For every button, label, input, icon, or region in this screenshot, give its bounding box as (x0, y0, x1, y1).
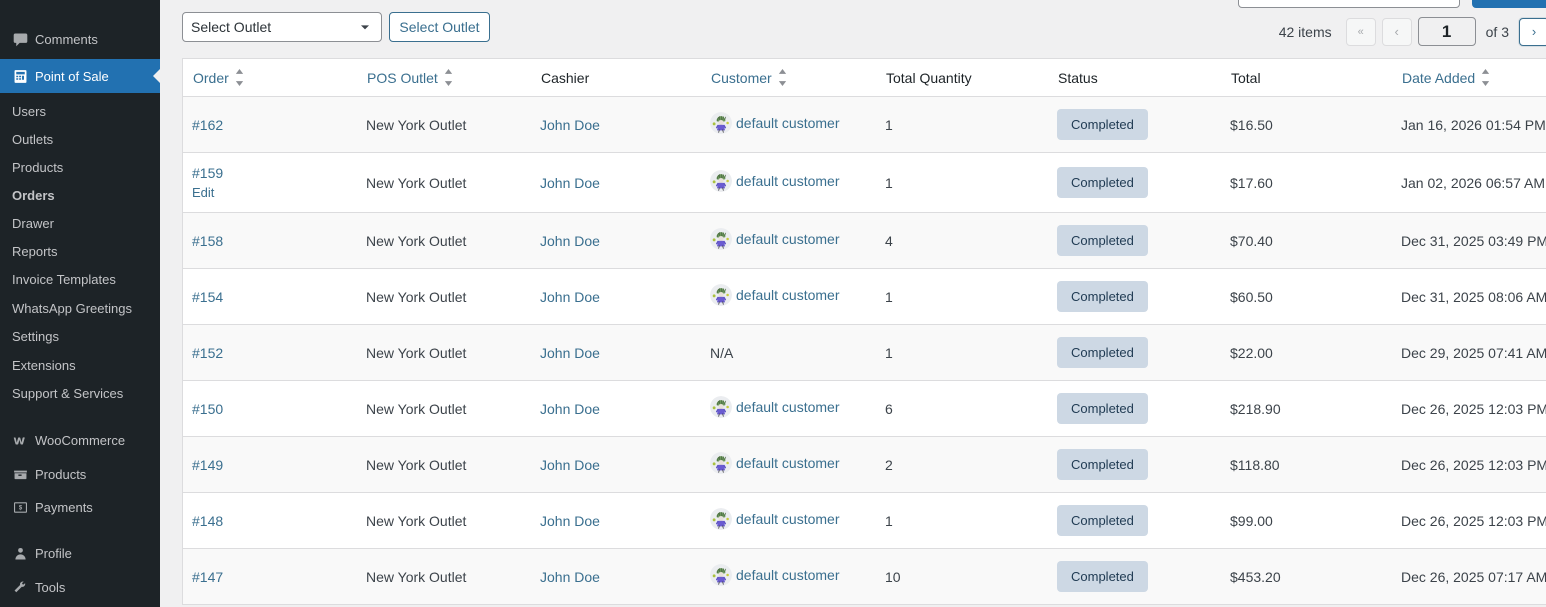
svg-text:$: $ (19, 505, 23, 511)
